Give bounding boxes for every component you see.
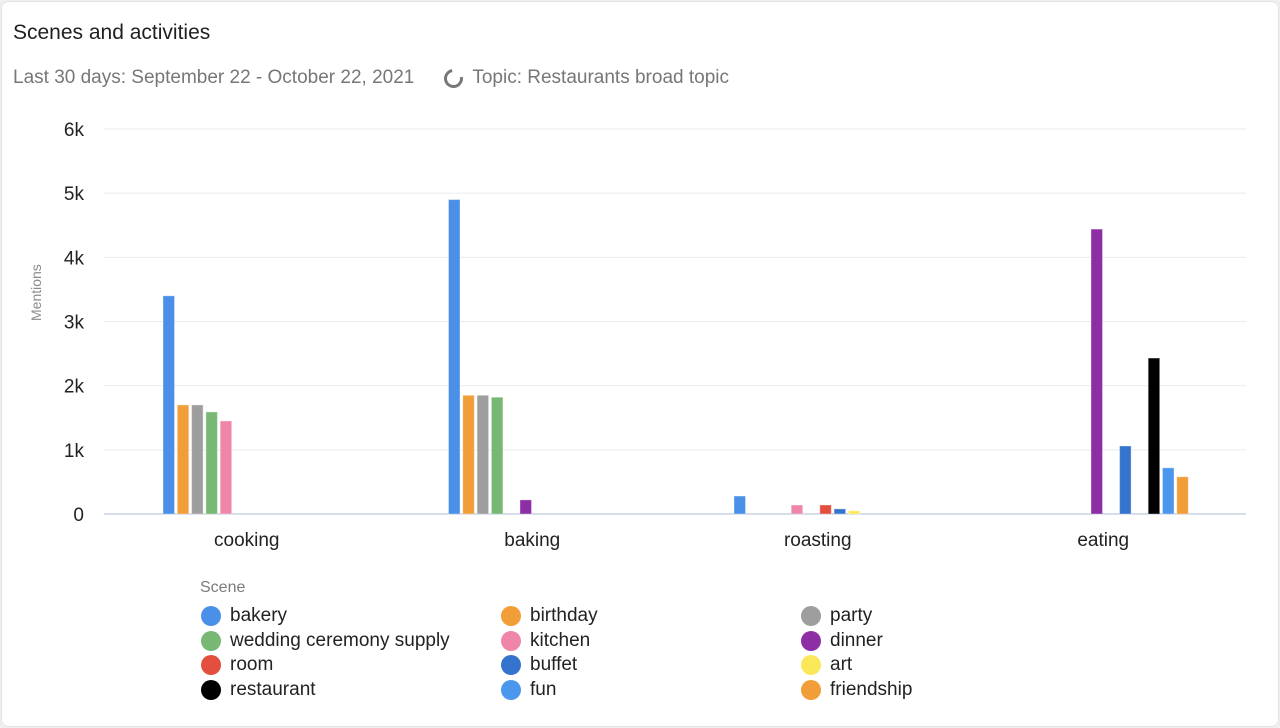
- bar-art-roasting[interactable]: [847, 510, 861, 515]
- legend-label: fun: [530, 679, 557, 701]
- legend-label: art: [830, 654, 853, 676]
- legend-item[interactable]: dinner: [801, 630, 883, 652]
- topic-label: Topic: Restaurants broad topic: [472, 67, 729, 88]
- y-tick-label: 4k: [64, 248, 85, 269]
- legend-color-dot-icon: [801, 630, 821, 651]
- legend-color-dot-icon: [201, 606, 221, 626]
- bar-buffet-eating[interactable]: [1119, 445, 1132, 515]
- y-tick-label: 2k: [64, 377, 85, 398]
- legend-item[interactable]: birthday: [501, 605, 598, 627]
- y-axis-label: Mentions: [28, 264, 44, 321]
- legend-label: room: [230, 654, 274, 676]
- bar-buffet-roasting[interactable]: [833, 508, 847, 515]
- bar-party-cooking[interactable]: [191, 404, 204, 515]
- bar-kitchen-roasting[interactable]: [790, 504, 804, 515]
- legend-item[interactable]: room: [201, 654, 273, 676]
- x-tick-label: eating: [1077, 530, 1129, 551]
- legend-label: party: [830, 605, 873, 626]
- x-tick-label: cooking: [214, 530, 280, 551]
- bar-bakery-baking[interactable]: [448, 199, 461, 515]
- bar-dinner-eating[interactable]: [1090, 228, 1103, 515]
- legend-color-dot-icon: [501, 680, 521, 701]
- legend-color-dot-icon: [201, 680, 221, 701]
- y-tick-label: 6k: [64, 120, 85, 141]
- bar-bakery-roasting[interactable]: [733, 495, 746, 515]
- legend-item[interactable]: fun: [501, 679, 556, 701]
- legend-item[interactable]: art: [801, 654, 852, 676]
- bar-party-baking[interactable]: [476, 394, 490, 515]
- bar-wedding-ceremony-supply-cooking[interactable]: [205, 411, 218, 515]
- x-tick-label: roasting: [784, 530, 852, 551]
- legend-color-dot-icon: [201, 655, 221, 676]
- y-tick-label: 0: [73, 505, 84, 526]
- legend-item[interactable]: wedding ceremony supply: [201, 630, 450, 652]
- bar-bakery-cooking[interactable]: [162, 295, 175, 515]
- y-tick-label: 3k: [64, 313, 85, 334]
- bar-dinner-baking[interactable]: [519, 499, 532, 515]
- legend-label: wedding ceremony supply: [230, 629, 450, 651]
- legend-label: restaurant: [230, 679, 316, 701]
- bar-kitchen-cooking[interactable]: [219, 420, 233, 515]
- bar-fun-eating[interactable]: [1162, 467, 1175, 515]
- legend-color-dot-icon: [801, 680, 821, 701]
- bar-restaurant-eating[interactable]: [1147, 357, 1161, 515]
- y-tick-label: 5k: [64, 184, 85, 205]
- legend-label: friendship: [830, 679, 913, 701]
- legend-label: birthday: [530, 605, 598, 626]
- legend-color-dot-icon: [501, 655, 521, 676]
- legend-label: dinner: [830, 629, 883, 651]
- chart-title: Scenes and activities: [13, 21, 211, 44]
- bar-wedding-ceremony-supply-baking[interactable]: [490, 396, 504, 515]
- bar-room-roasting[interactable]: [819, 504, 832, 515]
- legend-item[interactable]: buffet: [501, 654, 577, 676]
- topic-filter[interactable]: Topic: Restaurants broad topic: [440, 64, 729, 92]
- legend-label: bakery: [230, 605, 288, 626]
- legend-item[interactable]: party: [801, 605, 872, 627]
- legend-label: kitchen: [530, 629, 591, 651]
- legend-item[interactable]: restaurant: [201, 679, 316, 701]
- y-tick-label: 1k: [64, 441, 85, 462]
- date-range: Last 30 days: September 22 - October 22,…: [13, 67, 415, 88]
- legend-item[interactable]: bakery: [201, 605, 287, 627]
- legend-item[interactable]: friendship: [801, 679, 912, 701]
- bar-friendship-eating[interactable]: [1176, 476, 1189, 515]
- legend-label: buffet: [530, 654, 578, 676]
- bar-birthday-baking[interactable]: [462, 394, 475, 515]
- legend-title: Scene: [200, 579, 246, 596]
- legend-color-dot-icon: [501, 630, 521, 651]
- legend-item[interactable]: kitchen: [501, 630, 590, 652]
- chart-subtitle: Last 30 days: September 22 - October 22,…: [13, 64, 729, 92]
- legend-color-dot-icon: [501, 606, 521, 626]
- legend-color-dot-icon: [801, 655, 821, 676]
- x-tick-label: baking: [504, 530, 560, 551]
- legend-color-dot-icon: [801, 606, 821, 626]
- bar-birthday-cooking[interactable]: [176, 404, 190, 515]
- legend-color-dot-icon: [201, 630, 221, 651]
